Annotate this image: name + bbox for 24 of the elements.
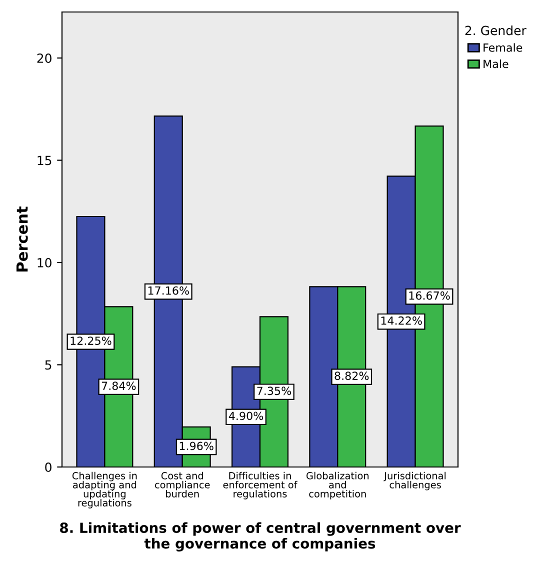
legend-title: 2. Gender xyxy=(465,26,526,36)
y-tick-label: 15 xyxy=(38,156,52,166)
legend-label: Male xyxy=(484,60,508,68)
data-label: 7.84% xyxy=(102,382,136,390)
y-tick-label: 5 xyxy=(45,360,52,370)
y-tick-label: 20 xyxy=(37,53,52,63)
x-tick-label: Difficulties in enforcement of regulations xyxy=(223,472,298,500)
x-tick-label: Globalization and competition xyxy=(306,472,369,500)
x-tick-label: Challenges in adapting and updating regulations xyxy=(72,472,137,508)
data-label: 12.25% xyxy=(70,336,112,345)
data-label: 17.16% xyxy=(148,286,189,295)
y-axis-title: Percent xyxy=(16,206,28,272)
y-tick-label: 10 xyxy=(38,258,52,268)
x-tick-label: Cost and compliance burden xyxy=(154,472,210,498)
data-label: 1.96% xyxy=(180,442,214,450)
x-tick-label: Jurisdictional challenges xyxy=(384,472,446,490)
data-label: 8.82% xyxy=(334,372,369,380)
data-label: 16.67% xyxy=(409,291,450,300)
y-tick-label: 0 xyxy=(45,462,52,472)
x-axis-title: 8. Limitations of power of central government over the governance of companies xyxy=(60,522,461,552)
data-label: 14.22% xyxy=(381,316,422,325)
data-label: 4.90% xyxy=(228,412,264,420)
legend-label: Female xyxy=(484,43,522,52)
data-label: 7.35% xyxy=(257,386,292,396)
